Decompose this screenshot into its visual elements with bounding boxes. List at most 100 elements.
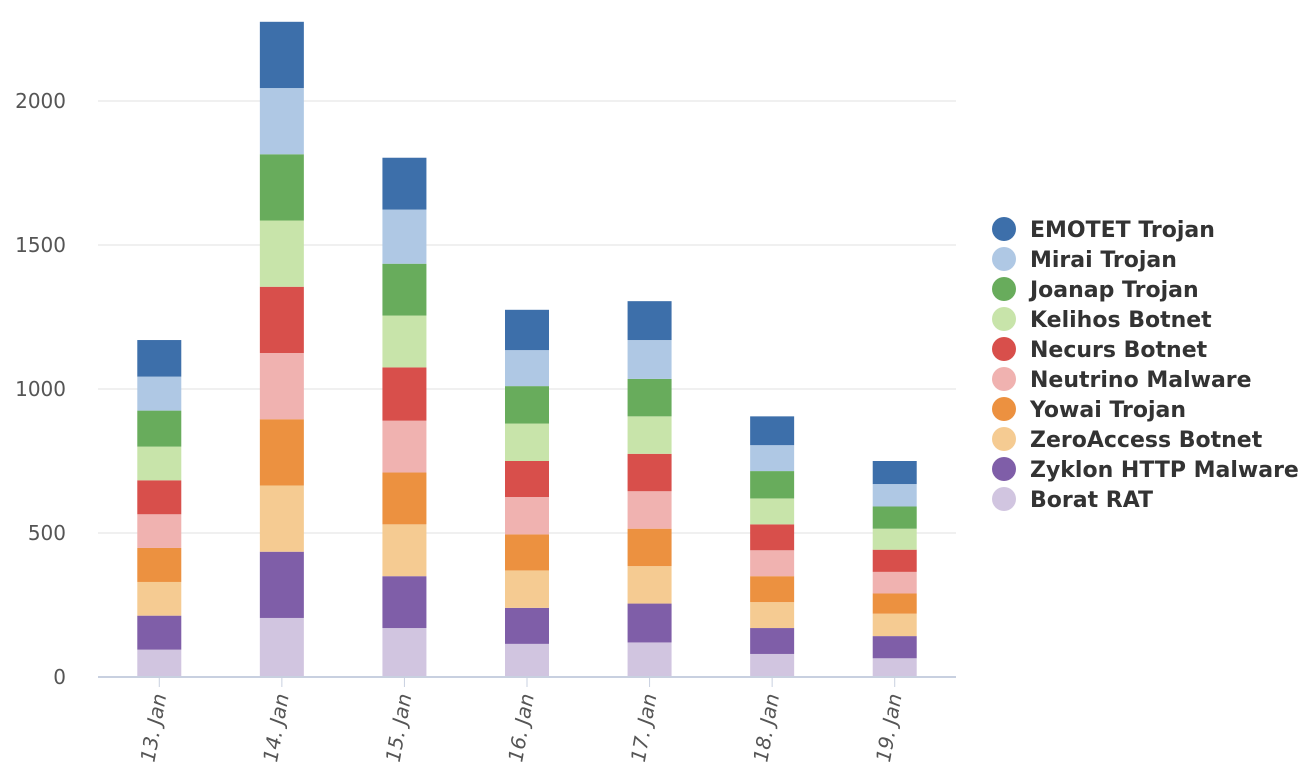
legend-item[interactable]: Zyklon HTTP Malware — [992, 457, 1299, 483]
bar-segment[interactable] — [137, 514, 182, 548]
y-tick-label: 500 — [28, 521, 66, 545]
legend-label: Neutrino Malware — [1030, 368, 1252, 393]
bar-segment[interactable] — [750, 445, 795, 472]
y-tick-label: 1000 — [15, 377, 66, 401]
bar-segment[interactable] — [505, 386, 549, 424]
bar-segment[interactable] — [750, 602, 795, 629]
bar-segment[interactable] — [505, 607, 549, 644]
bar-segment[interactable] — [627, 378, 672, 417]
legend-label: ZeroAccess Botnet — [1030, 428, 1263, 453]
legend-marker — [992, 427, 1016, 451]
bar-segment[interactable] — [137, 581, 182, 616]
bar-segment[interactable] — [137, 340, 182, 377]
bar-segment[interactable] — [137, 615, 182, 650]
bar-segment[interactable] — [505, 461, 549, 497]
legend-item[interactable]: Necurs Botnet — [992, 337, 1208, 363]
bar-segment[interactable] — [137, 376, 182, 411]
bar-segment[interactable] — [505, 534, 549, 571]
x-tick-label: 16. Jan — [503, 692, 539, 764]
legend-label: Yowai Trojan — [1029, 398, 1186, 423]
bar-segment[interactable] — [627, 453, 672, 492]
bar-segment[interactable] — [259, 485, 304, 552]
bar-segment[interactable] — [750, 550, 795, 577]
bars-layer — [137, 21, 917, 677]
legend-label: EMOTET Trojan — [1030, 218, 1215, 243]
bar-segment[interactable] — [259, 353, 304, 420]
bar-segment[interactable] — [505, 423, 549, 461]
bar-segment[interactable] — [627, 603, 672, 643]
bar-segment[interactable] — [137, 649, 182, 677]
bar-segment[interactable] — [382, 209, 427, 264]
bar-segment[interactable] — [382, 263, 427, 316]
bar-segment[interactable] — [872, 593, 917, 614]
bar-segment[interactable] — [750, 628, 795, 654]
legend-item[interactable]: Yowai Trojan — [992, 397, 1186, 423]
bar-segment[interactable] — [505, 309, 549, 351]
bar-segment[interactable] — [627, 566, 672, 604]
legend-item[interactable]: Neutrino Malware — [992, 367, 1252, 393]
bar-segment[interactable] — [872, 506, 917, 529]
bar-segment[interactable] — [505, 570, 549, 608]
legend-item[interactable]: Kelihos Botnet — [992, 307, 1212, 333]
legend-marker — [992, 457, 1016, 481]
bar-segment[interactable] — [382, 367, 427, 421]
bar-segment[interactable] — [750, 416, 795, 446]
bar-segment[interactable] — [259, 551, 304, 618]
bar-segment[interactable] — [382, 524, 427, 577]
legend-item[interactable]: Borat RAT — [992, 487, 1153, 513]
bar-segment[interactable] — [872, 571, 917, 594]
x-tick-label: 17. Jan — [626, 692, 662, 764]
legend-item[interactable]: Mirai Trojan — [992, 247, 1177, 273]
legend-marker — [992, 217, 1016, 241]
bar-segment[interactable] — [259, 21, 304, 89]
bar-segment[interactable] — [505, 350, 549, 387]
bar-segment[interactable] — [137, 480, 182, 515]
bar-segment[interactable] — [750, 653, 795, 677]
bar-segment[interactable] — [137, 446, 182, 481]
bar-segment[interactable] — [382, 576, 427, 629]
x-tick-label: 19. Jan — [871, 692, 907, 764]
bar-segment[interactable] — [259, 286, 304, 353]
bar-segment[interactable] — [259, 419, 304, 486]
bar-segment[interactable] — [872, 613, 917, 637]
y-tick-label: 0 — [53, 665, 66, 689]
bar-segment[interactable] — [382, 472, 427, 525]
bar-segment[interactable] — [137, 547, 182, 582]
bar-segment[interactable] — [872, 461, 917, 485]
bar-segment[interactable] — [627, 301, 672, 341]
bar-segment[interactable] — [627, 642, 672, 677]
bar-segment[interactable] — [137, 410, 182, 447]
bar-segment[interactable] — [627, 340, 672, 379]
bar-segment[interactable] — [382, 420, 427, 473]
legend-item[interactable]: ZeroAccess Botnet — [992, 427, 1263, 453]
legend-marker — [992, 397, 1016, 421]
bar-segment[interactable] — [872, 658, 917, 677]
bar-segment[interactable] — [382, 628, 427, 677]
bar-segment[interactable] — [872, 636, 917, 659]
legend-label: Joanap Trojan — [1028, 278, 1199, 303]
bar-segment[interactable] — [627, 528, 672, 567]
legend-item[interactable]: EMOTET Trojan — [992, 217, 1215, 243]
bar-segment[interactable] — [750, 498, 795, 525]
bar-segment[interactable] — [627, 491, 672, 529]
legend-marker — [992, 247, 1016, 271]
bar-segment[interactable] — [872, 549, 917, 572]
bar-segment[interactable] — [259, 154, 304, 221]
legend-item[interactable]: Joanap Trojan — [992, 277, 1199, 303]
bar-segment[interactable] — [259, 617, 304, 677]
bar-segment[interactable] — [872, 528, 917, 550]
bar-segment[interactable] — [259, 88, 304, 155]
bar-segment[interactable] — [872, 484, 917, 507]
bar-segment[interactable] — [382, 315, 427, 368]
bar-segment[interactable] — [750, 524, 795, 551]
bar-segment[interactable] — [627, 416, 672, 454]
bar-segment[interactable] — [382, 157, 427, 210]
bar-segment[interactable] — [750, 576, 795, 603]
bar-segment[interactable] — [505, 643, 549, 677]
legend-marker — [992, 337, 1016, 361]
bar-segment[interactable] — [259, 220, 304, 287]
bar-segment[interactable] — [505, 497, 549, 535]
bar-segment[interactable] — [750, 471, 795, 499]
